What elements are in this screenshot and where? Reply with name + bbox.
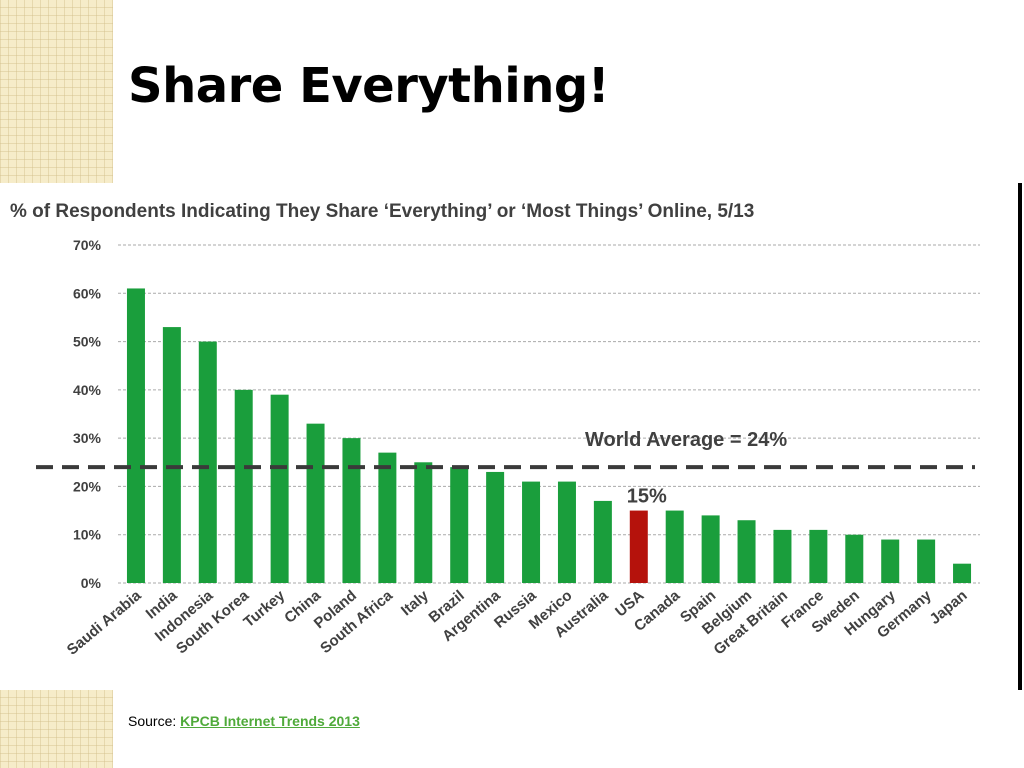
bar-poland [342,438,361,583]
bar-argentina [486,471,505,583]
bar-hungary [881,539,900,583]
y-tick-label: 10% [73,527,102,543]
bar-canada [665,510,684,583]
bar-great-britain [773,529,792,583]
decorative-pattern-bottom [0,690,113,768]
source-label: Source: [128,713,177,729]
y-tick-label: 30% [73,430,102,446]
chart-title: % of Respondents Indicating They Share ‘… [10,201,754,222]
world-average-line-group: World Average = 24% [36,429,975,470]
bar-belgium [737,520,756,583]
y-tick-label: 0% [81,575,102,591]
bar-italy [414,462,433,583]
y-tick-label: 60% [73,285,102,301]
y-tick-label: 20% [73,478,102,494]
bar-brazil [450,467,469,583]
bar-china [306,423,325,583]
bar-germany [917,539,936,583]
bar-india [162,327,181,583]
y-tick-label: 50% [73,334,102,350]
gridlines [118,244,980,584]
bars: 15% [126,288,972,583]
y-tick-label: 70% [73,237,102,253]
bar-russia [522,481,541,583]
bar-sweden [845,534,864,583]
right-border-rule [1018,183,1022,690]
bar-turkey [270,394,289,583]
y-tick-label: 40% [73,382,102,398]
category-label: Japan [926,587,970,628]
bar-japan [953,563,972,583]
source-link[interactable]: KPCB Internet Trends 2013 [180,713,360,729]
decorative-pattern-top [0,0,113,183]
category-label: Turkey [240,587,288,631]
source-note: Source: KPCB Internet Trends 2013 [128,713,360,729]
bar-south-korea [234,389,253,583]
bar-france [809,529,828,583]
category-label: Saudi Arabia [64,587,145,659]
bar-saudi-arabia [126,288,145,583]
bar-indonesia [198,341,217,583]
bar-spain [701,515,720,583]
bar-mexico [557,481,576,583]
y-axis-ticks: 0% 10% 20% 30% 40% 50% 60% 70% [73,237,102,591]
slide-title: Share Everything! [128,58,610,114]
highlight-value-label: 15% [627,486,667,508]
bar-usa [629,510,648,583]
bar-south-africa [378,452,397,583]
chart: % of Respondents Indicating They Share ‘… [10,201,980,659]
bar-australia [593,500,612,583]
world-average-label: World Average = 24% [585,429,787,451]
